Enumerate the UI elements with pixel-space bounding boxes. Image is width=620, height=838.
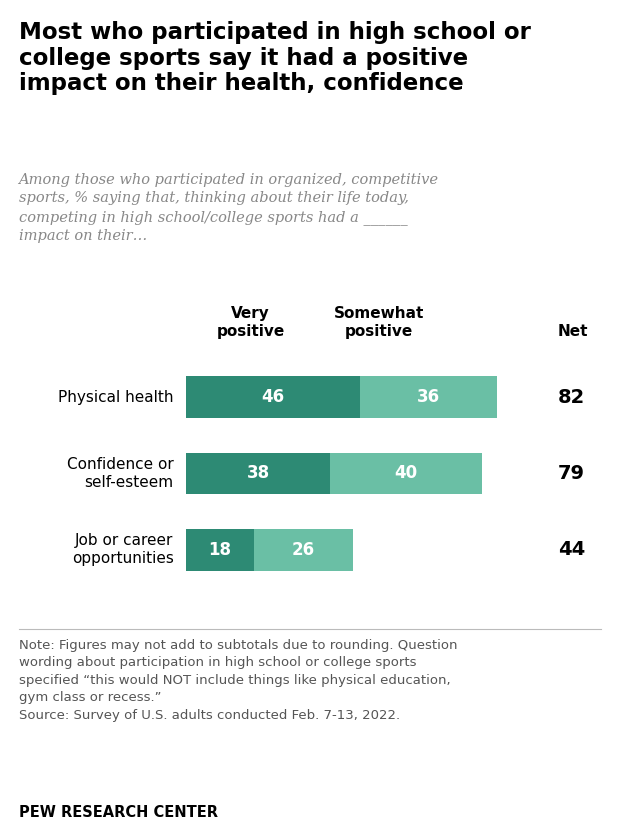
Bar bbox=[330, 453, 482, 494]
Bar bbox=[186, 453, 330, 494]
Text: Among those who participated in organized, competitive
sports, % saying that, th: Among those who participated in organize… bbox=[19, 173, 438, 243]
Bar bbox=[186, 529, 254, 571]
Text: PEW RESEARCH CENTER: PEW RESEARCH CENTER bbox=[19, 804, 218, 820]
Text: 46: 46 bbox=[262, 388, 285, 406]
Text: Very
positive: Very positive bbox=[216, 306, 285, 339]
Text: Job or career
opportunities: Job or career opportunities bbox=[72, 533, 174, 566]
Text: Note: Figures may not add to subtotals due to rounding. Question
wording about p: Note: Figures may not add to subtotals d… bbox=[19, 639, 457, 722]
Bar bbox=[254, 529, 353, 571]
Text: Confidence or
self-esteem: Confidence or self-esteem bbox=[67, 457, 174, 490]
Text: 82: 82 bbox=[558, 388, 585, 406]
Text: 40: 40 bbox=[394, 464, 417, 483]
Text: Somewhat
positive: Somewhat positive bbox=[334, 306, 425, 339]
Text: 18: 18 bbox=[208, 541, 232, 559]
Text: 44: 44 bbox=[558, 541, 585, 559]
Bar bbox=[360, 376, 497, 418]
Text: 36: 36 bbox=[417, 388, 440, 406]
Text: 26: 26 bbox=[292, 541, 315, 559]
Text: Net: Net bbox=[558, 324, 588, 339]
Text: Most who participated in high school or
college sports say it had a positive
imp: Most who participated in high school or … bbox=[19, 21, 531, 96]
Text: Physical health: Physical health bbox=[58, 390, 174, 405]
Text: 38: 38 bbox=[246, 464, 270, 483]
Text: 79: 79 bbox=[558, 464, 585, 483]
Bar bbox=[186, 376, 360, 418]
